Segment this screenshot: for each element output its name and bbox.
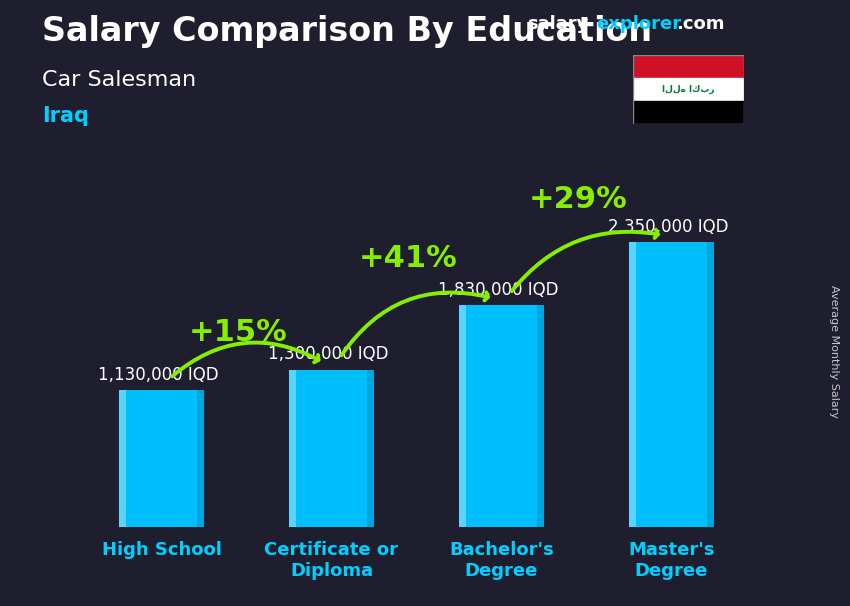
Text: +15%: +15% — [189, 318, 287, 347]
Text: Salary Comparison By Education: Salary Comparison By Education — [42, 15, 653, 48]
Text: الله اكبر: الله اكبر — [662, 85, 715, 94]
Text: Iraq: Iraq — [42, 106, 89, 126]
Bar — [459, 305, 466, 527]
Bar — [537, 305, 544, 527]
Bar — [633, 101, 744, 124]
Bar — [633, 78, 744, 101]
Text: explorer: explorer — [597, 15, 682, 33]
Text: 1,300,000 IQD: 1,300,000 IQD — [268, 345, 388, 363]
Text: 1,830,000 IQD: 1,830,000 IQD — [438, 281, 558, 299]
Bar — [119, 390, 126, 527]
Bar — [633, 55, 744, 78]
Bar — [707, 242, 714, 527]
Bar — [367, 370, 374, 527]
Text: +41%: +41% — [359, 244, 457, 273]
Bar — [289, 370, 296, 527]
Bar — [629, 242, 714, 527]
Bar — [197, 390, 204, 527]
Bar — [459, 305, 544, 527]
Text: Average Monthly Salary: Average Monthly Salary — [829, 285, 839, 418]
Text: +29%: +29% — [529, 185, 627, 213]
Text: salary: salary — [527, 15, 588, 33]
Bar — [119, 390, 204, 527]
Bar — [629, 242, 636, 527]
Text: 1,130,000 IQD: 1,130,000 IQD — [98, 365, 218, 384]
Text: .com: .com — [676, 15, 724, 33]
Text: Car Salesman: Car Salesman — [42, 70, 196, 90]
Text: 2,350,000 IQD: 2,350,000 IQD — [608, 218, 728, 236]
Bar — [289, 370, 374, 527]
